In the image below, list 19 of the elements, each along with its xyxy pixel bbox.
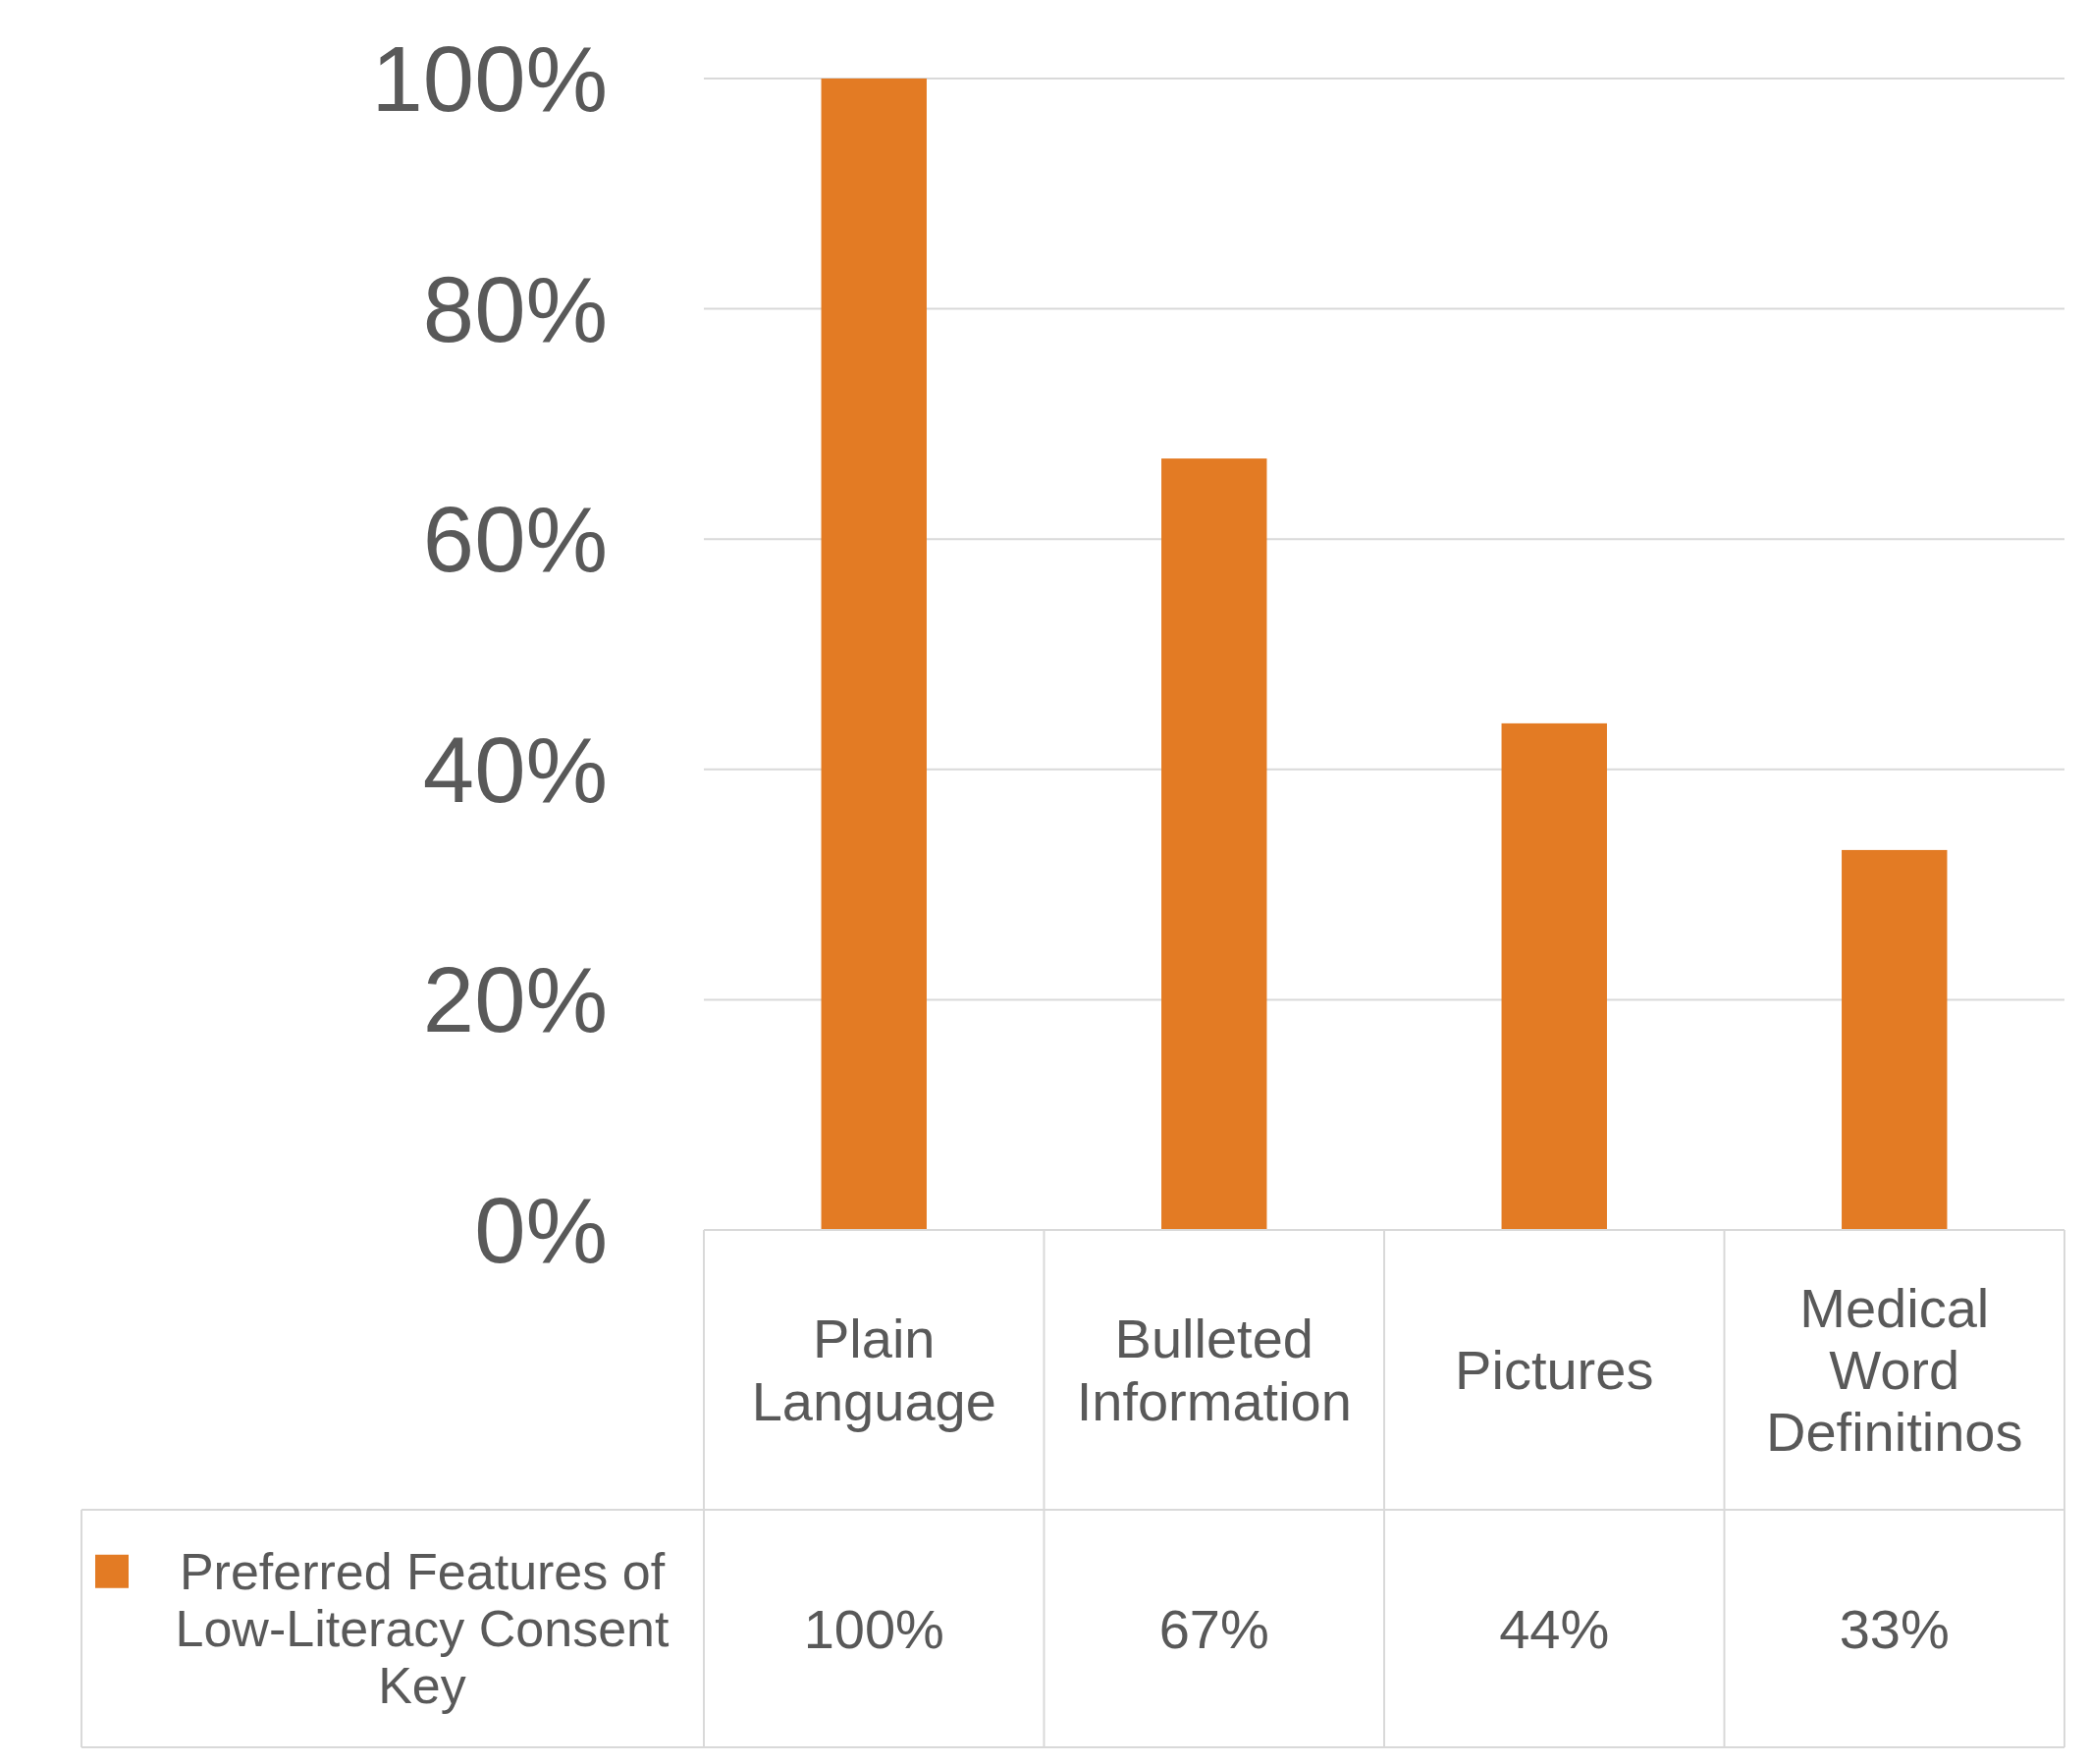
bar	[1161, 458, 1267, 1230]
x-tick-label: Bulleted Information	[1076, 1308, 1352, 1432]
legend-label: Preferred Features of Low-Literacy Consent Key	[175, 1542, 670, 1715]
bar	[1501, 722, 1607, 1230]
y-tick-label: 80%	[422, 257, 608, 361]
x-tick-label: Plain Language	[751, 1308, 996, 1432]
text: 67%	[1158, 1597, 1269, 1660]
bar	[1842, 849, 1948, 1230]
text: 33%	[1839, 1597, 1950, 1660]
x-tick-label: Medical Word Definitinos	[1766, 1276, 2023, 1464]
text: 44%	[1499, 1597, 1610, 1660]
x-tick-label: Pictures	[1455, 1339, 1654, 1402]
y-tick-label: 20%	[422, 948, 608, 1052]
y-tick-label: 0%	[474, 1178, 608, 1282]
y-tick-label: 60%	[422, 488, 608, 592]
y-tick-label: 100%	[371, 27, 608, 131]
text: 100%	[803, 1597, 944, 1660]
y-tick-label: 40%	[422, 718, 608, 822]
bar	[821, 79, 927, 1230]
